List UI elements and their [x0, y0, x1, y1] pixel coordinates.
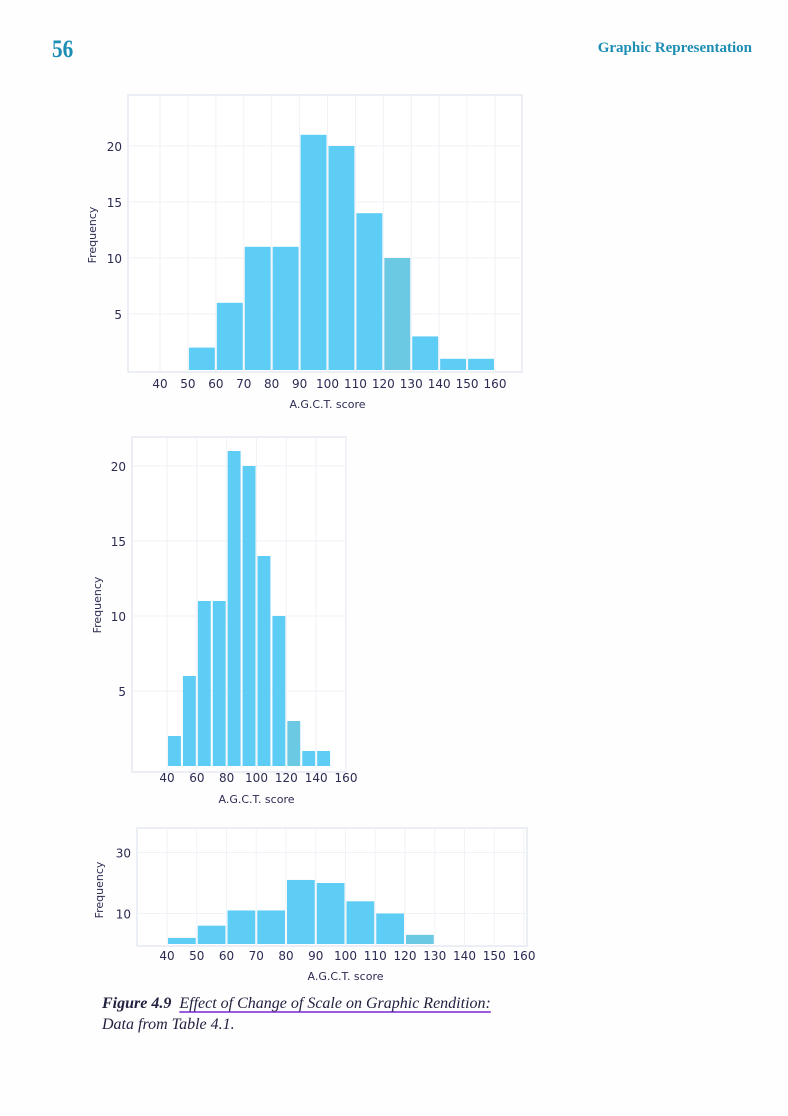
bar-70-80 [244, 246, 271, 370]
bar-60-70 [227, 910, 256, 944]
figure-title: Effect of Change of Scale on Graphic Ren… [179, 995, 491, 1012]
histogram-1: 40 50 60 70 80 90 100 110 120 130 140 150 160 5 10 15 20… [86, 94, 523, 411]
bar-50-60 [182, 676, 196, 766]
y-tick-label: 15 [111, 535, 126, 549]
x-axis-label: A.G.C.T. score [308, 970, 384, 983]
bar-90-100 [300, 134, 327, 370]
y-tick-label: 10 [111, 610, 126, 624]
x-tick-label: 70 [249, 949, 264, 963]
y-tick-label: 10 [116, 908, 131, 922]
bar-50-60 [197, 925, 226, 944]
histogram-2: 40 60 80 100 120 140 160 5 10 15 20 A.G.C.T. score F… [91, 436, 358, 806]
y-axis-label: Frequency [93, 861, 106, 918]
bar-80-90 [227, 451, 241, 766]
x-tick-label: 80 [219, 771, 234, 785]
bar-120-130 [384, 258, 411, 370]
x-tick-label: 100 [245, 771, 268, 785]
bar-80-90 [272, 246, 299, 370]
x-tick-label: 110 [344, 377, 367, 391]
y-tick-label: 5 [114, 308, 122, 322]
bar-40-50 [168, 736, 181, 766]
x-tick-label: 140 [453, 949, 476, 963]
x-tick-label: 140 [305, 771, 328, 785]
bar-150-160 [468, 358, 494, 370]
y-tick-label: 20 [107, 140, 122, 154]
x-tick-label: 90 [292, 377, 307, 391]
figure-source: Data from Table 4.1. [102, 1016, 235, 1033]
x-tick-label: 100 [334, 949, 357, 963]
bar-130-140 [302, 751, 316, 766]
x-tick-label: 160 [513, 949, 536, 963]
histogram-3: 40 50 60 70 80 90 100 110 120 130 140 150 160 10 30 A.G… [93, 827, 536, 983]
x-tick-label: 160 [484, 377, 507, 391]
x-axis-label: A.G.C.T. score [290, 398, 366, 411]
x-tick-label: 70 [236, 377, 251, 391]
x-axis-label: A.G.C.T. score [219, 793, 295, 806]
bar-100-110 [328, 146, 355, 370]
bar-60-70 [216, 302, 243, 370]
x-tick-label: 60 [219, 949, 234, 963]
bar-50-60 [188, 347, 215, 370]
x-tick-label: 60 [189, 771, 204, 785]
bar-100-110 [346, 901, 375, 944]
x-tick-label: 60 [208, 377, 223, 391]
page-number: 56 [52, 36, 74, 63]
y-tick-label: 20 [111, 460, 126, 474]
x-tick-label: 150 [456, 377, 479, 391]
bar-100-110 [257, 556, 271, 766]
x-tick-label: 40 [152, 377, 167, 391]
y-tick-label: 5 [118, 685, 126, 699]
bar-80-90 [287, 879, 315, 944]
x-tick-label: 90 [308, 949, 323, 963]
x-tick-label: 100 [316, 377, 339, 391]
bar-110-120 [356, 213, 383, 370]
y-tick-label: 10 [107, 252, 122, 266]
bar-120-130 [406, 934, 434, 944]
x-tick-label: 120 [275, 771, 298, 785]
bar-120-130 [287, 721, 301, 766]
x-tick-label: 130 [423, 949, 446, 963]
bar-90-100 [316, 883, 345, 944]
x-tick-label: 130 [400, 377, 423, 391]
y-tick-label: 30 [116, 847, 131, 861]
y-axis-label: Frequency [86, 206, 99, 263]
x-tick-label: 160 [335, 771, 358, 785]
bar-140-150 [440, 358, 467, 370]
x-tick-label: 150 [483, 949, 506, 963]
bar-90-100 [242, 466, 256, 766]
figure-label: Figure 4.9 [102, 995, 172, 1012]
bar-140-150 [317, 751, 331, 766]
figure-caption: Figure 4.9 Effect of Change of Scale on … [102, 993, 491, 1035]
x-tick-label: 120 [372, 377, 395, 391]
bar-60-70 [197, 601, 211, 766]
x-tick-label: 110 [364, 949, 387, 963]
x-tick-label: 120 [394, 949, 417, 963]
x-tick-label: 40 [159, 949, 174, 963]
x-tick-label: 80 [278, 949, 293, 963]
x-tick-label: 50 [180, 377, 195, 391]
x-tick-label: 80 [264, 377, 279, 391]
bar-110-120 [376, 913, 404, 944]
x-tick-label: 140 [428, 377, 451, 391]
running-head: Graphic Representation [597, 40, 752, 56]
bar-40-50 [168, 937, 196, 944]
bar-70-80 [257, 910, 285, 944]
bar-130-140 [412, 336, 439, 370]
x-tick-label: 50 [189, 949, 204, 963]
x-tick-label: 40 [159, 771, 174, 785]
y-axis-label: Frequency [91, 576, 104, 633]
y-tick-label: 15 [107, 196, 122, 210]
bar-70-80 [212, 601, 226, 766]
bar-110-120 [272, 616, 286, 766]
